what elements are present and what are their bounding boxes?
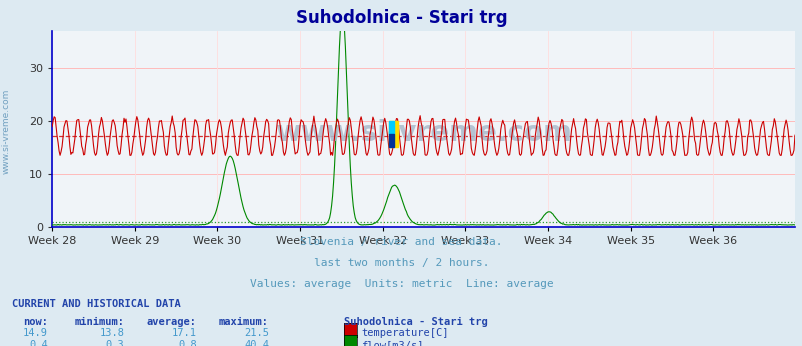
Text: 13.8: 13.8 xyxy=(99,328,124,338)
Bar xyxy=(388,134,394,147)
Text: www.si-vreme.com: www.si-vreme.com xyxy=(2,89,11,174)
Text: last two months / 2 hours.: last two months / 2 hours. xyxy=(314,258,488,268)
Text: Slovenia / river and sea data.: Slovenia / river and sea data. xyxy=(300,237,502,247)
Text: 21.5: 21.5 xyxy=(244,328,269,338)
Text: maximum:: maximum: xyxy=(219,317,269,327)
Text: 14.9: 14.9 xyxy=(23,328,48,338)
Text: Values: average  Units: metric  Line: average: Values: average Units: metric Line: aver… xyxy=(249,279,553,289)
Text: average:: average: xyxy=(147,317,196,327)
Text: Suhodolnica - Stari trg: Suhodolnica - Stari trg xyxy=(343,317,487,327)
Text: now:: now: xyxy=(23,317,48,327)
Text: Suhodolnica - Stari trg: Suhodolnica - Stari trg xyxy=(295,9,507,27)
Text: 0.8: 0.8 xyxy=(178,340,196,346)
Text: minimum:: minimum: xyxy=(75,317,124,327)
Text: flow[m3/s]: flow[m3/s] xyxy=(361,340,423,346)
Text: 40.4: 40.4 xyxy=(244,340,269,346)
Text: 0.4: 0.4 xyxy=(30,340,48,346)
Text: 17.1: 17.1 xyxy=(172,328,196,338)
Text: www.si-vreme.com: www.si-vreme.com xyxy=(275,119,571,147)
Bar xyxy=(388,121,398,147)
Text: temperature[C]: temperature[C] xyxy=(361,328,448,338)
Text: CURRENT AND HISTORICAL DATA: CURRENT AND HISTORICAL DATA xyxy=(12,299,180,309)
Text: 0.3: 0.3 xyxy=(106,340,124,346)
Bar xyxy=(388,121,394,134)
